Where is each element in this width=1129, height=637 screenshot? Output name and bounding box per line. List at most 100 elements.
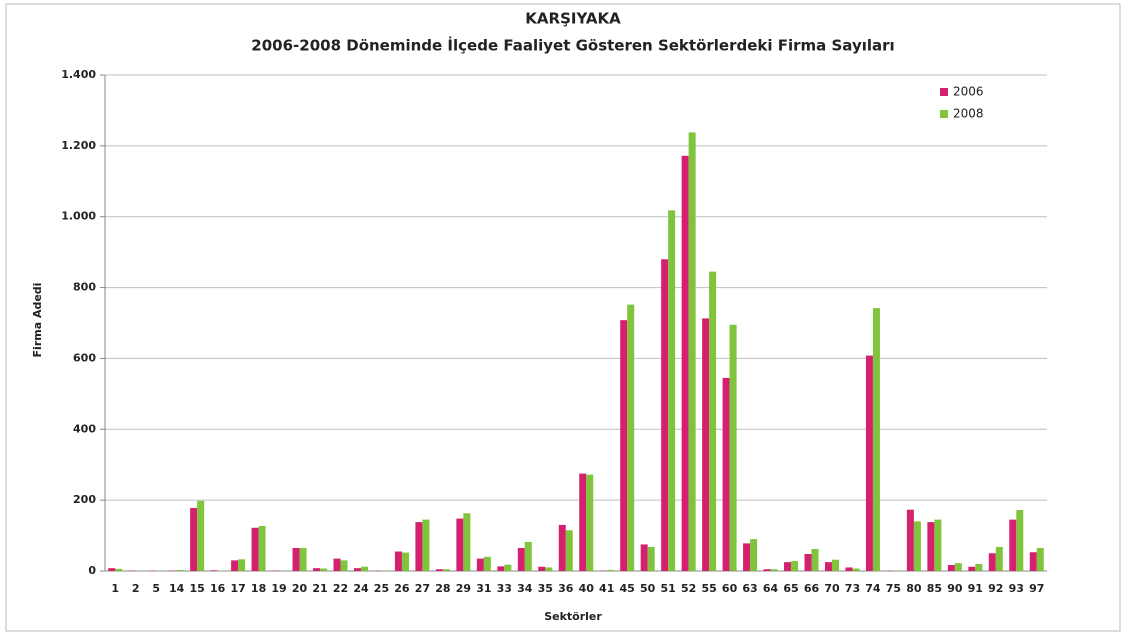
y-tick-label: 0 [88, 564, 96, 577]
bar [968, 566, 976, 571]
bar [545, 567, 553, 571]
legend-label: 2006 [953, 85, 984, 99]
bar [640, 544, 648, 571]
bar [401, 552, 409, 571]
bar [353, 568, 361, 571]
bar [647, 546, 655, 571]
bar [763, 569, 771, 571]
bar [504, 564, 512, 571]
bar [906, 509, 914, 571]
bar [231, 560, 239, 571]
x-tick-label: 52 [681, 582, 696, 595]
bar [975, 563, 983, 571]
x-tick-label: 26 [394, 582, 410, 595]
x-tick-label: 97 [1029, 582, 1044, 595]
bar [1009, 519, 1017, 571]
bar [360, 566, 368, 571]
bar [729, 324, 737, 571]
bar [934, 519, 942, 571]
bar [415, 522, 423, 571]
legend-swatch [940, 88, 948, 96]
x-tick-label: 63 [742, 582, 757, 595]
x-tick-label: 18 [251, 582, 266, 595]
bar [913, 521, 921, 571]
x-tick-label: 22 [333, 582, 348, 595]
x-tick-label: 60 [722, 582, 738, 595]
x-tick-label: 34 [517, 582, 533, 595]
bar [1029, 552, 1037, 571]
bar [804, 553, 812, 571]
y-tick-label: 800 [73, 281, 96, 294]
x-tick-label: 25 [374, 582, 389, 595]
bar [852, 568, 860, 571]
x-tick-label: 36 [558, 582, 574, 595]
x-tick-label: 1 [111, 582, 119, 595]
x-tick-label: 40 [579, 582, 595, 595]
bar [750, 539, 758, 571]
x-tick-label: 65 [783, 582, 798, 595]
x-tick-label: 20 [292, 582, 308, 595]
bar [1036, 547, 1044, 571]
x-tick-label: 21 [312, 582, 327, 595]
bar [743, 543, 751, 571]
x-tick-label: 64 [763, 582, 779, 595]
bar [210, 570, 218, 571]
bar [456, 518, 464, 571]
x-axis-label: Sektörler [544, 610, 602, 623]
x-tick-label: 2 [132, 582, 140, 595]
bar [688, 132, 696, 571]
bar [791, 561, 799, 571]
bar [579, 473, 587, 571]
x-tick-label: 24 [353, 582, 369, 595]
chart-title: KARŞIYAKA [525, 10, 621, 28]
bar [824, 562, 832, 571]
bar [320, 568, 328, 571]
bar [197, 500, 205, 571]
y-tick-label: 1.000 [61, 210, 96, 223]
bar [238, 559, 246, 571]
bar [422, 519, 430, 571]
bar [463, 513, 471, 571]
bar [811, 549, 819, 571]
bar [340, 560, 348, 571]
x-tick-label: 80 [906, 582, 922, 595]
bar [497, 566, 505, 571]
bar [927, 522, 935, 571]
x-tick-label: 93 [1009, 582, 1024, 595]
bar [299, 547, 307, 571]
x-tick-label: 5 [152, 582, 160, 595]
bar [476, 558, 484, 571]
x-tick-label: 35 [538, 582, 553, 595]
x-tick-label: 31 [476, 582, 491, 595]
bar [627, 304, 635, 571]
x-tick-label: 55 [701, 582, 716, 595]
bar [722, 377, 730, 571]
x-tick-label: 33 [497, 582, 512, 595]
x-tick-label: 19 [271, 582, 286, 595]
y-tick-label: 400 [73, 422, 96, 435]
x-tick-label: 90 [947, 582, 963, 595]
x-tick-label: 51 [660, 582, 675, 595]
bar [538, 566, 546, 571]
bar [558, 524, 566, 571]
y-tick-label: 1.400 [61, 68, 96, 81]
x-tick-label: 28 [435, 582, 450, 595]
bar [606, 569, 614, 571]
y-tick-label: 1.200 [61, 139, 96, 152]
bar [954, 563, 962, 571]
bar [435, 569, 443, 571]
legend-swatch [940, 110, 948, 118]
x-tick-label: 70 [824, 582, 840, 595]
x-tick-label: 29 [456, 582, 471, 595]
bar [394, 551, 402, 571]
y-axis-label: Firma Adedi [31, 283, 44, 358]
x-tick-label: 91 [968, 582, 983, 595]
bar [524, 541, 532, 571]
bar [988, 553, 996, 571]
bar [251, 527, 259, 571]
bar [995, 546, 1003, 571]
bar [108, 568, 116, 571]
x-tick-label: 17 [230, 582, 245, 595]
bar [784, 562, 792, 571]
